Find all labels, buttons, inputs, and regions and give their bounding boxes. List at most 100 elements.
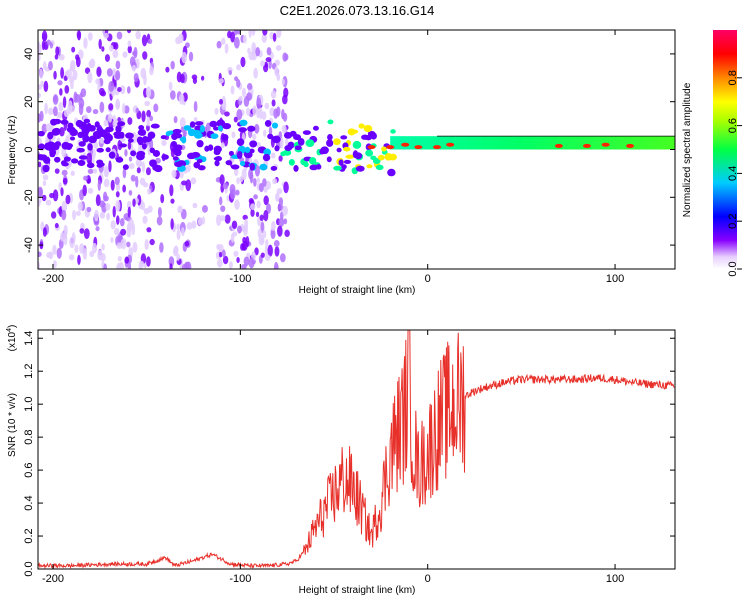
spectrogram-noise-blob — [112, 205, 116, 218]
spectrogram-signal-blob — [274, 145, 280, 152]
spectrogram-signal-blob — [309, 157, 317, 165]
spectrogram-signal-blob — [271, 135, 281, 144]
spectrogram-noise-blob — [42, 61, 47, 70]
spectrogram-noise-blob — [127, 261, 132, 269]
spectrogram-noise-blob — [92, 108, 99, 115]
spectrogram-noise-blob — [249, 171, 254, 184]
spectrogram-signal-blob — [78, 141, 86, 147]
spectrogram-noise-blob — [254, 123, 260, 134]
spectrogram-noise-blob — [216, 258, 223, 268]
spectrogram-hot-spot — [386, 145, 395, 150]
spectrogram-noise-blob — [109, 44, 114, 52]
spectrogram-noise-blob — [115, 215, 120, 225]
spectrogram-noise-blob — [224, 43, 229, 54]
spectrogram-noise-blob — [61, 169, 68, 176]
spectrogram-signal-blob — [333, 165, 342, 171]
spectrogram-signal-blob — [345, 154, 355, 159]
spectrogram-noise-blob — [105, 202, 111, 211]
spectrogram-noise-blob — [270, 90, 277, 99]
spectrogram-noise-blob — [233, 250, 239, 257]
spectrogram-noise-blob — [179, 171, 184, 179]
spectrogram-noise-blob — [245, 107, 251, 116]
spectrogram-signal-blob — [381, 146, 387, 152]
spectrogram-noise-blob — [135, 107, 140, 113]
spectrogram-hot-spot — [582, 143, 591, 148]
spectrogram-noise-blob — [127, 141, 132, 150]
spectrogram-noise-blob — [86, 152, 93, 165]
spectrogram-noise-blob — [50, 211, 57, 219]
spectrogram-signal-blob — [326, 156, 332, 163]
spectrogram-signal-blob — [194, 121, 204, 126]
spectrogram-signal-blob — [174, 148, 182, 157]
spectrogram-y-tick-label: 20 — [23, 96, 35, 108]
chart-title: C2E1.2026.073.13.16.G14 — [280, 3, 435, 18]
spectrogram-signal-blob — [78, 155, 88, 160]
spectrogram-noise-blob — [276, 188, 283, 195]
spectrogram-noise-blob — [264, 102, 270, 110]
spectrogram-noise-blob — [87, 32, 93, 41]
spectrogram-noise-blob — [254, 247, 259, 256]
spectrogram-signal-blob — [364, 134, 373, 141]
spectrogram-signal-blob — [358, 123, 365, 129]
spectrogram-noise-blob — [283, 181, 289, 194]
spectrogram-signal-blob — [209, 120, 218, 128]
spectrogram-signal-blob — [46, 141, 56, 149]
spectrogram-signal-blob — [217, 125, 224, 132]
snr-y-tick-label: 1.0 — [23, 397, 35, 412]
spectrogram-noise-blob — [270, 152, 276, 159]
spectrogram-noise-blob — [181, 227, 185, 237]
spectrogram-noise-blob — [263, 195, 269, 206]
spectrogram-noise-blob — [273, 261, 279, 269]
spectrogram-hot-spot — [446, 142, 455, 147]
spectrogram-signal-blob — [147, 131, 156, 140]
spectrogram-noise-blob — [92, 242, 98, 254]
spectrogram-noise-blob — [168, 256, 175, 267]
spectrogram-noise-blob — [236, 256, 240, 264]
spectrogram-noise-blob — [71, 46, 76, 53]
spectrogram-noise-blob — [236, 177, 240, 185]
spectrogram-signal-blob — [193, 161, 201, 169]
spectrogram-signal-blob — [105, 126, 114, 133]
spectrogram-noise-blob — [48, 60, 53, 71]
spectrogram-signal-blob — [213, 156, 222, 161]
spectrogram-signal-blob — [236, 138, 245, 146]
spectrogram-signal-blob — [352, 140, 362, 149]
spectrogram-signal-blob — [271, 122, 279, 129]
spectrogram-noise-blob — [110, 237, 114, 244]
spectrogram-noise-blob — [79, 228, 85, 234]
spectrogram-noise-blob — [142, 51, 148, 60]
spectrogram-noise-blob — [96, 66, 102, 78]
spectrogram-noise-blob — [200, 75, 205, 81]
spectrogram-noise-blob — [77, 201, 83, 212]
spectrogram-signal-blob — [319, 148, 325, 155]
spectrogram-noise-blob — [185, 179, 192, 192]
spectrogram-noise-blob — [253, 67, 258, 79]
spectrogram-noise-blob — [181, 51, 188, 64]
spectrogram-noise-blob — [145, 86, 152, 98]
spectrogram-noise-blob — [126, 30, 132, 34]
spectrogram-signal-blob — [239, 119, 248, 127]
spectrogram-signal-blob — [191, 151, 201, 158]
spectrogram-signal-blob — [230, 164, 240, 170]
spectrogram-noise-blob — [179, 117, 186, 129]
spectrogram-noise-blob — [256, 177, 261, 183]
colorbar-gradient — [713, 30, 737, 269]
spectrogram-noise-blob — [256, 97, 262, 110]
spectrogram-signal-blob — [267, 133, 274, 140]
spectrogram-noise-blob — [106, 68, 113, 77]
spectrogram-noise-blob — [144, 238, 149, 251]
spectrogram-noise-blob — [41, 30, 48, 42]
spectrogram-signal-blob — [247, 125, 256, 132]
spectrogram-noise-blob — [253, 177, 257, 187]
spectrogram-signal-blob — [249, 163, 256, 171]
spectrogram-noise-blob — [145, 167, 151, 176]
spectrogram-signal-blob — [42, 164, 50, 173]
spectrogram-noise-blob — [216, 243, 220, 250]
spectrogram-noise-blob — [253, 194, 258, 200]
spectrogram-signal-blob — [75, 119, 83, 128]
spectrogram-noise-blob — [262, 129, 267, 137]
spectrogram-signal-blob — [390, 129, 396, 134]
spectrogram-noise-blob — [38, 251, 42, 258]
spectrogram-signal-blob — [174, 133, 183, 139]
spectrogram-noise-blob — [142, 182, 149, 188]
